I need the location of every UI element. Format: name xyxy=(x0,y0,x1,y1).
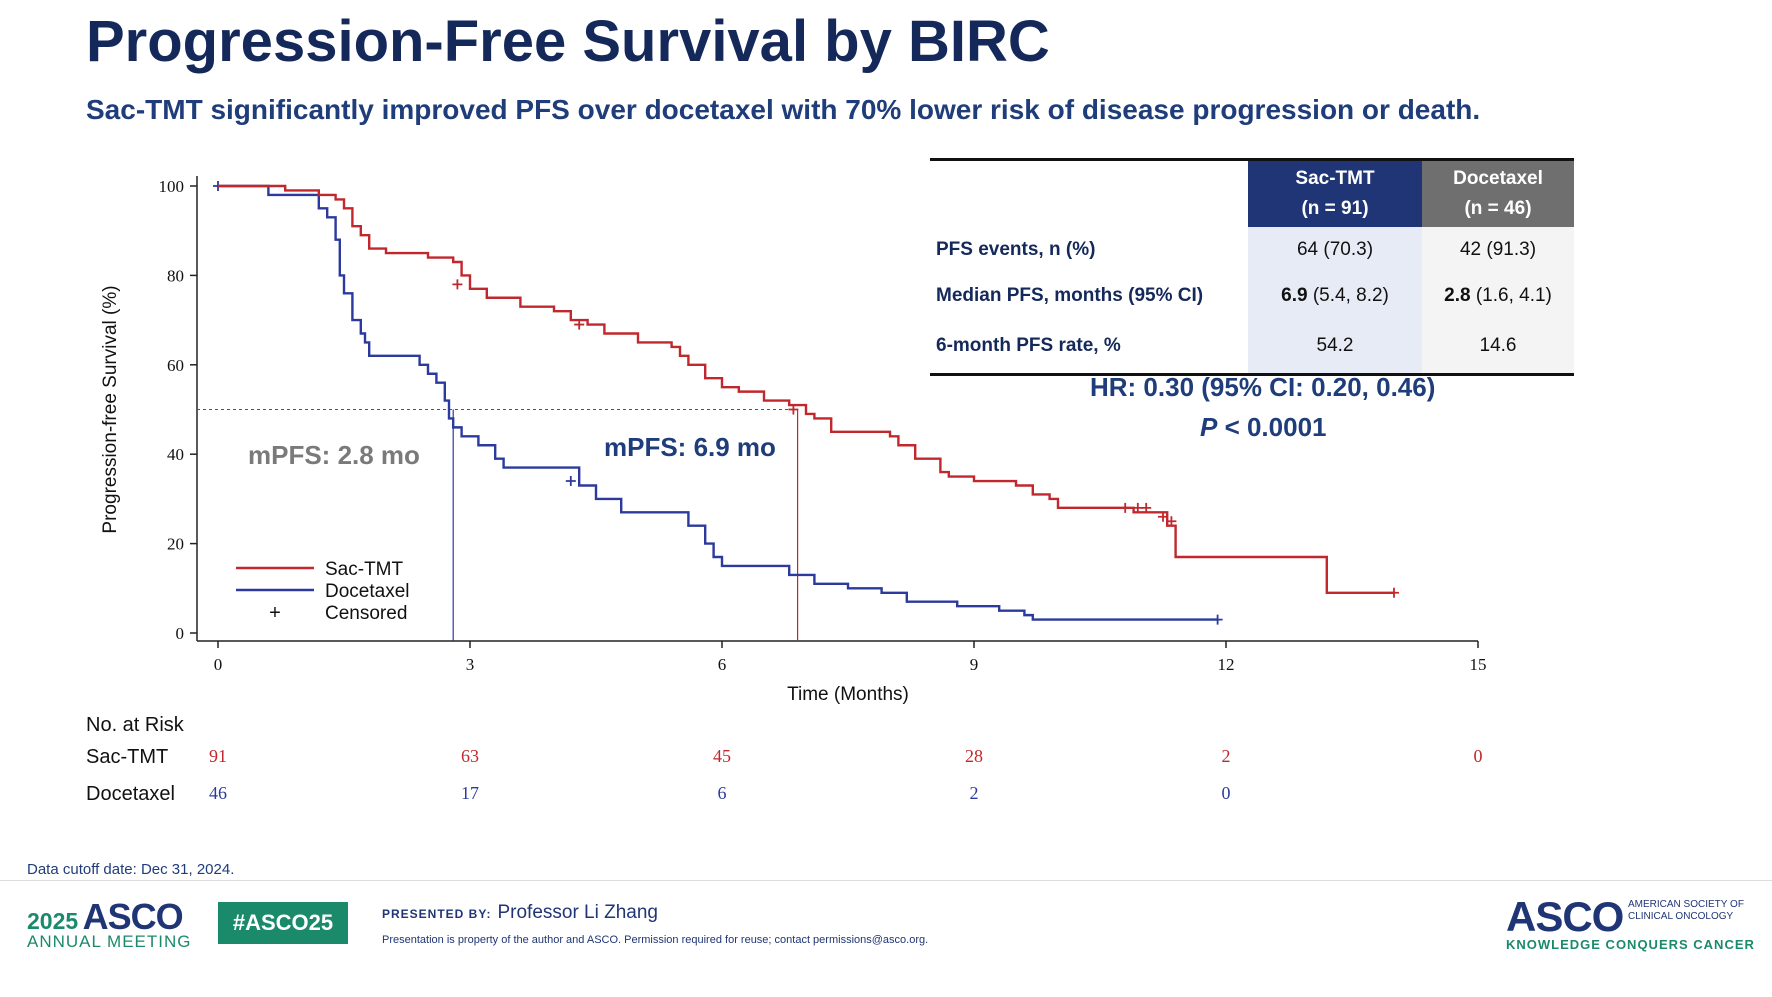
legend-label: Censored xyxy=(325,603,407,624)
col-header-sac-tmt: Sac-TMT (n = 91) xyxy=(1248,159,1422,227)
disclaimer: Presentation is property of the author a… xyxy=(382,934,929,946)
p-letter: P xyxy=(1200,412,1218,442)
at-risk-value: 91 xyxy=(209,746,227,766)
cell-sac-value: 64 (70.3) xyxy=(1296,239,1374,260)
col-header-docetaxel: Docetaxel (n = 46) xyxy=(1422,159,1574,227)
at-risk-value: 17 xyxy=(461,783,479,803)
docetaxel-median-annotation: mPFS: 2.8 mo xyxy=(248,440,420,470)
cell-sac-value: 54.2 xyxy=(1316,335,1354,356)
km-curve-docetaxel xyxy=(218,184,1218,621)
presented-by-label: PRESENTED BY: xyxy=(382,907,492,921)
row-label: PFS events, n (%) xyxy=(936,239,1096,260)
cell-doc-bold: 2.8 xyxy=(1444,285,1471,306)
x-tick-label: 9 xyxy=(970,655,979,674)
risk-label-sac-tmt: Sac-TMT xyxy=(86,746,169,768)
col-doc-name: Docetaxel xyxy=(1453,168,1543,189)
hashtag-badge: #ASCO25 xyxy=(218,902,348,944)
cell-doc-value: (1.6, 4.1) xyxy=(1470,285,1552,306)
censor-mark-sac-tmt xyxy=(1120,502,1131,513)
x-tick-label: 12 xyxy=(1218,655,1235,674)
row-label: 6-month PFS rate, % xyxy=(936,335,1121,356)
presenter-name: Professor Li Zhang xyxy=(497,902,658,923)
y-tick-label: 100 xyxy=(159,177,185,196)
x-axis-label: Time (Months) xyxy=(787,684,909,705)
asco-society-logo: ASCO AMERICAN SOCIETY OF CLINICAL ONCOLO… xyxy=(1506,893,1755,952)
y-tick-label: 60 xyxy=(167,356,184,375)
cell-doc-value: 42 (91.3) xyxy=(1459,239,1537,260)
asco-annual-meeting-logo: 2025 ASCO ANNUAL MEETING xyxy=(27,896,192,952)
footer-divider xyxy=(0,880,1772,881)
col-sac-name: Sac-TMT xyxy=(1295,168,1375,189)
society-name: AMERICAN SOCIETY OF CLINICAL ONCOLOGY xyxy=(1628,899,1744,922)
at-risk-value: 28 xyxy=(965,746,983,766)
censor-mark-sac-tmt xyxy=(1166,516,1177,527)
data-cutoff-note: Data cutoff date: Dec 31, 2024. xyxy=(27,861,235,878)
cell-doc: 14.6 xyxy=(1422,319,1574,375)
pfs-summary-table: Sac-TMT (n = 91) Docetaxel (n = 46) PFS … xyxy=(930,158,1574,376)
cell-sac-value: (5.4, 8.2) xyxy=(1307,285,1389,306)
hazard-ratio: HR: 0.30 (95% CI: 0.20, 0.46) xyxy=(1090,372,1436,402)
y-tick-label: 80 xyxy=(167,266,184,285)
presented-by: PRESENTED BY: Professor Li Zhang xyxy=(382,902,658,924)
slide-subtitle: Sac-TMT significantly improved PFS over … xyxy=(86,94,1481,125)
p-value: P < 0.0001 xyxy=(1200,412,1327,443)
censor-mark-docetaxel xyxy=(565,476,576,487)
at-risk-value: 6 xyxy=(718,783,727,803)
censor-mark-sac-tmt xyxy=(452,279,463,290)
censor-mark-docetaxel xyxy=(1212,614,1223,625)
x-tick-label: 0 xyxy=(214,655,223,674)
risk-table-header: No. at Risk xyxy=(86,714,184,736)
at-risk-value: 63 xyxy=(461,746,479,766)
cell-sac-bold: 6.9 xyxy=(1281,285,1308,306)
slide-title: Progression-Free Survival by BIRC xyxy=(86,9,1050,74)
table-row: PFS events, n (%) 64 (70.3) 42 (91.3) xyxy=(930,227,1574,273)
x-tick-label: 15 xyxy=(1470,655,1487,674)
x-tick-label: 6 xyxy=(718,655,727,674)
at-risk-value: 46 xyxy=(209,783,227,803)
table-row: Median PFS, months (95% CI) 6.9 (5.4, 8.… xyxy=(930,273,1574,319)
logo-asco: ASCO xyxy=(82,896,184,937)
censor-mark-sac-tmt xyxy=(1158,511,1168,522)
y-tick-label: 0 xyxy=(176,624,185,643)
legend-censored-symbol: + xyxy=(269,602,281,624)
p-rest: < 0.0001 xyxy=(1217,412,1327,442)
x-tick-label: 3 xyxy=(466,655,475,674)
cell-doc: 2.8 (1.6, 4.1) xyxy=(1422,273,1574,319)
censor-mark-sac-tmt xyxy=(1141,502,1152,513)
at-risk-value: 2 xyxy=(1222,746,1231,766)
sac-tmt-median-annotation: mPFS: 6.9 mo xyxy=(604,432,776,462)
cell-sac: 6.9 (5.4, 8.2) xyxy=(1248,273,1422,319)
at-risk-value: 0 xyxy=(1222,783,1231,803)
y-tick-label: 20 xyxy=(167,535,184,554)
at-risk-value: 45 xyxy=(713,746,731,766)
logo-annual-meeting: ANNUAL MEETING xyxy=(27,932,192,951)
at-risk-value: 2 xyxy=(970,783,979,803)
row-label: Median PFS, months (95% CI) xyxy=(936,285,1204,306)
km-curve-sac-tmt xyxy=(218,184,1394,594)
logo-year: 2025 xyxy=(27,908,79,934)
society-logo-asco: ASCO xyxy=(1506,893,1624,940)
censor-mark-sac-tmt xyxy=(788,404,799,415)
cell-sac: 64 (70.3) xyxy=(1248,227,1422,273)
table-row: 6-month PFS rate, % 54.2 14.6 xyxy=(930,319,1574,375)
legend-label: Sac-TMT xyxy=(325,559,404,580)
censor-mark-sac-tmt xyxy=(1132,502,1143,513)
society-tagline: KNOWLEDGE CONQUERS CANCER xyxy=(1506,937,1755,952)
at-risk-value: 0 xyxy=(1474,746,1483,766)
cell-sac: 54.2 xyxy=(1248,319,1422,375)
risk-label-docetaxel: Docetaxel xyxy=(86,783,175,805)
table-corner xyxy=(930,159,1248,227)
col-sac-n: (n = 91) xyxy=(1301,198,1369,219)
censor-mark-sac-tmt xyxy=(1389,587,1399,598)
cell-doc: 42 (91.3) xyxy=(1422,227,1574,273)
cell-doc-value: 14.6 xyxy=(1479,335,1517,356)
censor-mark-sac-tmt xyxy=(574,319,585,330)
col-doc-n: (n = 46) xyxy=(1464,198,1532,219)
y-axis-label: Progression-free Survival (%) xyxy=(100,285,121,533)
y-tick-label: 40 xyxy=(167,445,184,464)
legend-label: Docetaxel xyxy=(325,581,410,602)
